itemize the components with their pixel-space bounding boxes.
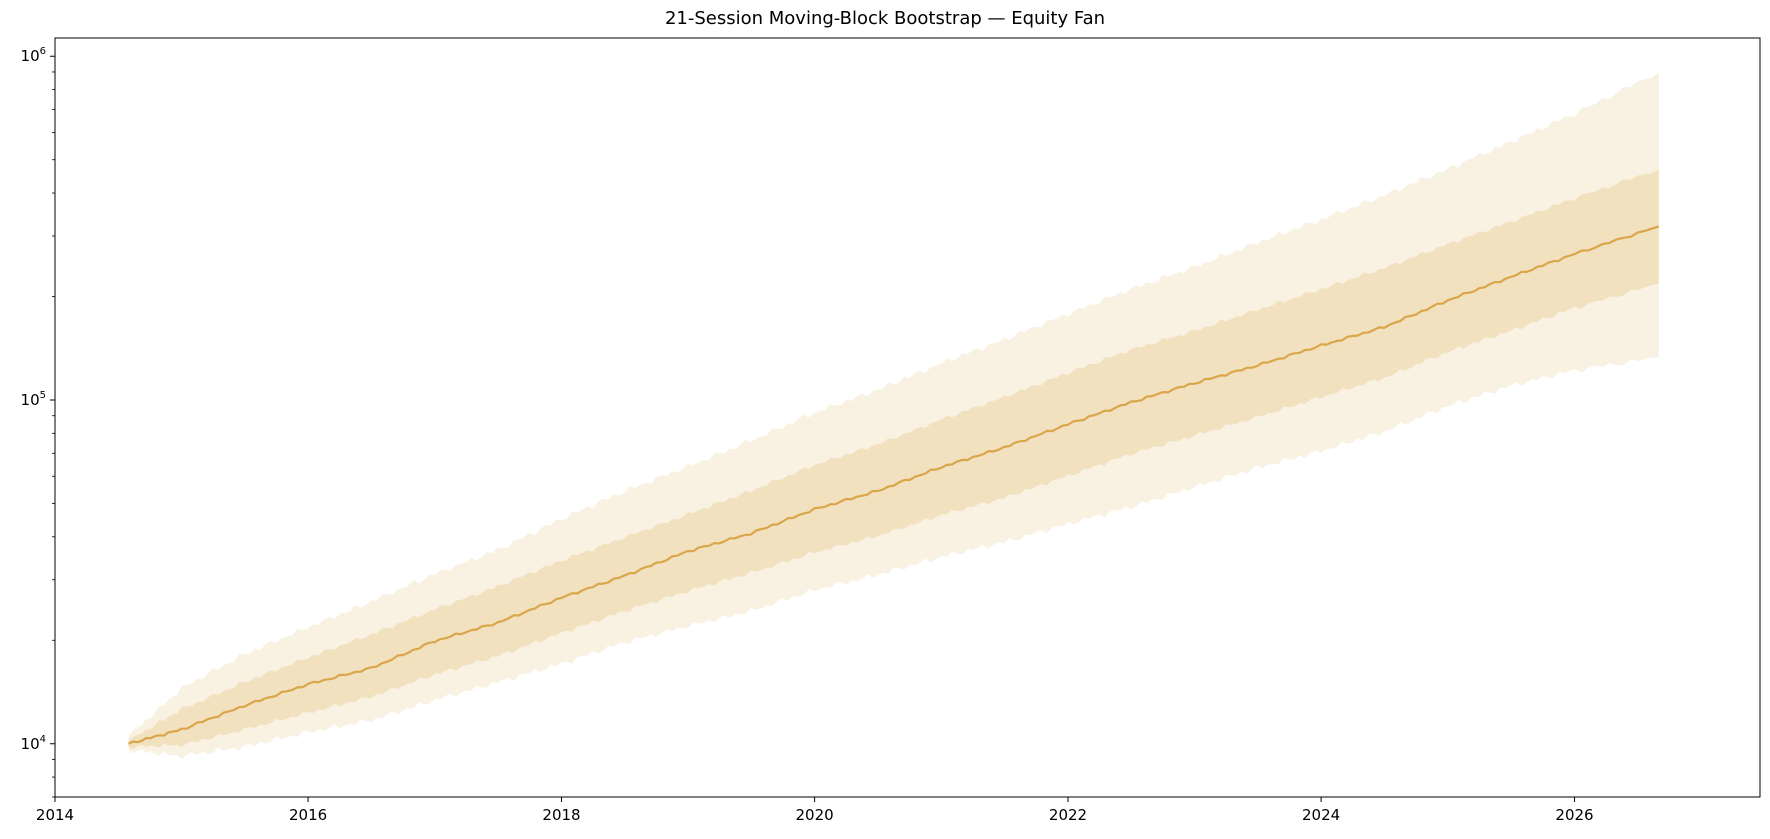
inner-band-group [128,169,1659,749]
x-tick-label-2020: 2020 [795,806,833,824]
median-line [128,225,1660,745]
median-line-group [128,225,1660,745]
y-tick-base: 10 [21,47,40,65]
plot-frame [54,37,1761,798]
x-tick-label-2016: 2016 [289,806,327,824]
x-tick-label-2018: 2018 [542,806,580,824]
y-tick-base: 10 [21,391,40,409]
x-tick-label-2022: 2022 [1049,806,1087,824]
chart-title: 21-Session Moving-Block Bootstrap — Equi… [664,8,1106,29]
y-tick-label: 105 [21,390,46,409]
y-tick-exponent: 4 [40,734,46,745]
y-tick-exponent: 5 [40,390,46,401]
x-tick-label-2024: 2024 [1302,806,1340,824]
x-axis: 2014 2016 2018 2020 2022 2024 2026 [36,797,1594,824]
y-tick-base: 10 [21,735,40,753]
y-tick-exponent: 6 [40,46,46,57]
x-tick-label-2014: 2014 [36,806,74,824]
y-tick-label: 104 [21,734,46,753]
inner-band-area [128,169,1659,749]
y-tick-label: 106 [21,46,46,65]
x-tick-label-2026: 2026 [1555,806,1593,824]
